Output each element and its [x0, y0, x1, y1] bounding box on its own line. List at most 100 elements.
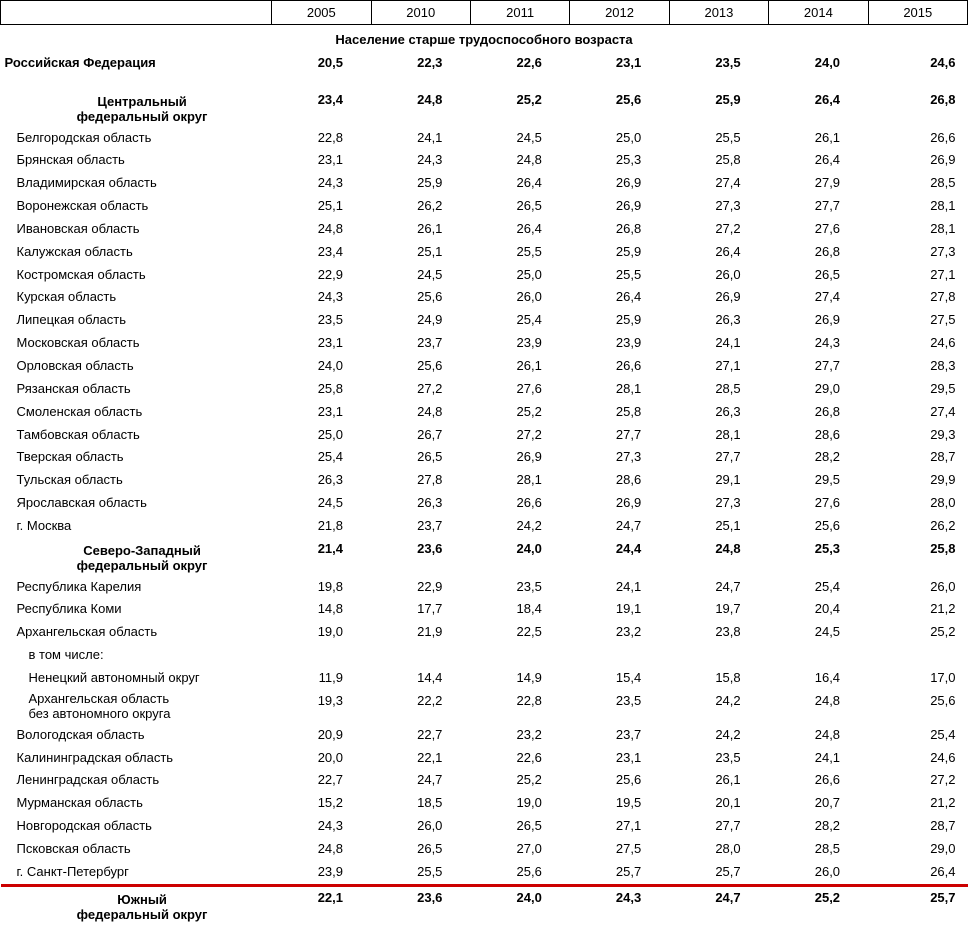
row-label: Калужская область — [1, 241, 272, 264]
cell-value: 25,6 — [371, 355, 470, 378]
cell-value: 25,6 — [868, 690, 967, 724]
cell-value: 24,0 — [272, 355, 371, 378]
cell-value: 24,3 — [272, 172, 371, 195]
cell-value: 22,1 — [371, 747, 470, 770]
cell-value: 24,7 — [570, 515, 669, 538]
cell-value: 25,0 — [570, 127, 669, 150]
cell-value: 27,2 — [371, 378, 470, 401]
cell-value: 27,4 — [769, 286, 868, 309]
cell-value: 26,5 — [470, 195, 569, 218]
cell-value: 26,8 — [769, 401, 868, 424]
section-subtitle: Население старше трудоспособного возраст… — [1, 25, 968, 52]
cell-value: 27,3 — [570, 446, 669, 469]
cell-value: 28,6 — [570, 469, 669, 492]
cell-value: 24,1 — [570, 576, 669, 599]
cell-value: 26,0 — [470, 286, 569, 309]
cell-value: 20,1 — [669, 792, 768, 815]
cell-value: 25,2 — [470, 401, 569, 424]
cell-value: 23,9 — [570, 332, 669, 355]
cell-value: 27,8 — [868, 286, 967, 309]
cell-value: 25,9 — [570, 309, 669, 332]
cell-value: 21,8 — [272, 515, 371, 538]
cell-value: 22,5 — [470, 621, 569, 644]
cell-value: 26,4 — [570, 286, 669, 309]
cell-value: 27,4 — [669, 172, 768, 195]
cell-value: 22,6 — [470, 747, 569, 770]
cell-value: 16,4 — [769, 667, 868, 690]
cell-value: 23,5 — [272, 309, 371, 332]
cell-value: 23,4 — [272, 241, 371, 264]
row-label: Курская область — [1, 286, 272, 309]
cell-value — [371, 644, 470, 667]
cell-value: 27,3 — [669, 195, 768, 218]
cell-value: 27,1 — [868, 264, 967, 287]
cell-value: 24,8 — [769, 690, 868, 724]
cell-value: 27,2 — [868, 769, 967, 792]
row-label: Вологодская область — [1, 724, 272, 747]
row-label: Смоленская область — [1, 401, 272, 424]
cell-value: 19,3 — [272, 690, 371, 724]
cell-value: 17,0 — [868, 667, 967, 690]
row-russia-label: Российская Федерация — [1, 52, 272, 75]
row-label: г. Санкт-Петербург — [1, 861, 272, 885]
cell-value: 17,7 — [371, 598, 470, 621]
district-northwest: Северо-Западныйфедеральный округ — [1, 538, 272, 576]
cell-value: 24,3 — [570, 885, 669, 924]
cell-value: 27,8 — [371, 469, 470, 492]
cell-value: 24,9 — [371, 309, 470, 332]
row-label: Орловская область — [1, 355, 272, 378]
row-label: Республика Коми — [1, 598, 272, 621]
district-central: Центральныйфедеральный округ — [1, 89, 272, 127]
cell-value: 25,0 — [470, 264, 569, 287]
cell-value: 23,2 — [570, 621, 669, 644]
cell-value: 26,8 — [570, 218, 669, 241]
row-label: Ленинградская область — [1, 769, 272, 792]
cell-value — [470, 644, 569, 667]
cell-value: 27,2 — [470, 424, 569, 447]
cell-value: 24,3 — [371, 149, 470, 172]
cell-value: 23,1 — [570, 747, 669, 770]
cell-value: 27,5 — [868, 309, 967, 332]
cell-value: 26,1 — [371, 218, 470, 241]
cell-value: 24,5 — [769, 621, 868, 644]
cell-value: 28,0 — [868, 492, 967, 515]
row-label: Архангельская областьбез автономного окр… — [1, 690, 272, 724]
cell-value: 24,2 — [470, 515, 569, 538]
table-body: Население старше трудоспособного возраст… — [1, 25, 968, 925]
cell-value: 29,3 — [868, 424, 967, 447]
cell-value: 24,5 — [470, 127, 569, 150]
cell-value: 22,9 — [272, 264, 371, 287]
cell-value: 24,6 — [868, 332, 967, 355]
cell-value: 28,5 — [669, 378, 768, 401]
cell-value — [769, 644, 868, 667]
cell-value: 29,0 — [769, 378, 868, 401]
cell-value: 23,6 — [371, 885, 470, 924]
cell-value: 24,4 — [570, 538, 669, 576]
cell-value: 26,4 — [769, 149, 868, 172]
cell-value: 26,9 — [669, 286, 768, 309]
col-year: 2012 — [570, 1, 669, 25]
cell-value: 26,4 — [769, 89, 868, 127]
cell-value: 25,2 — [769, 885, 868, 924]
cell-value: 25,3 — [570, 149, 669, 172]
cell-value: 26,9 — [868, 149, 967, 172]
cell-value: 24,0 — [470, 538, 569, 576]
cell-value: 28,1 — [470, 469, 569, 492]
cell-value: 23,5 — [669, 747, 768, 770]
cell-value: 26,4 — [868, 861, 967, 885]
cell-value: 19,0 — [470, 792, 569, 815]
cell-value: 21,2 — [868, 598, 967, 621]
cell-value: 19,8 — [272, 576, 371, 599]
cell-value: 26,5 — [371, 446, 470, 469]
cell-value: 23,5 — [570, 690, 669, 724]
cell-value: 24,8 — [769, 724, 868, 747]
cell-value: 26,9 — [769, 309, 868, 332]
cell-value: 27,5 — [570, 838, 669, 861]
header-blank — [1, 1, 272, 25]
cell-value: 23,7 — [371, 332, 470, 355]
cell-value: 26,3 — [669, 309, 768, 332]
cell-value: 27,6 — [769, 218, 868, 241]
cell-value: 24,7 — [669, 576, 768, 599]
cell-value: 27,2 — [669, 218, 768, 241]
cell-value: 22,9 — [371, 576, 470, 599]
